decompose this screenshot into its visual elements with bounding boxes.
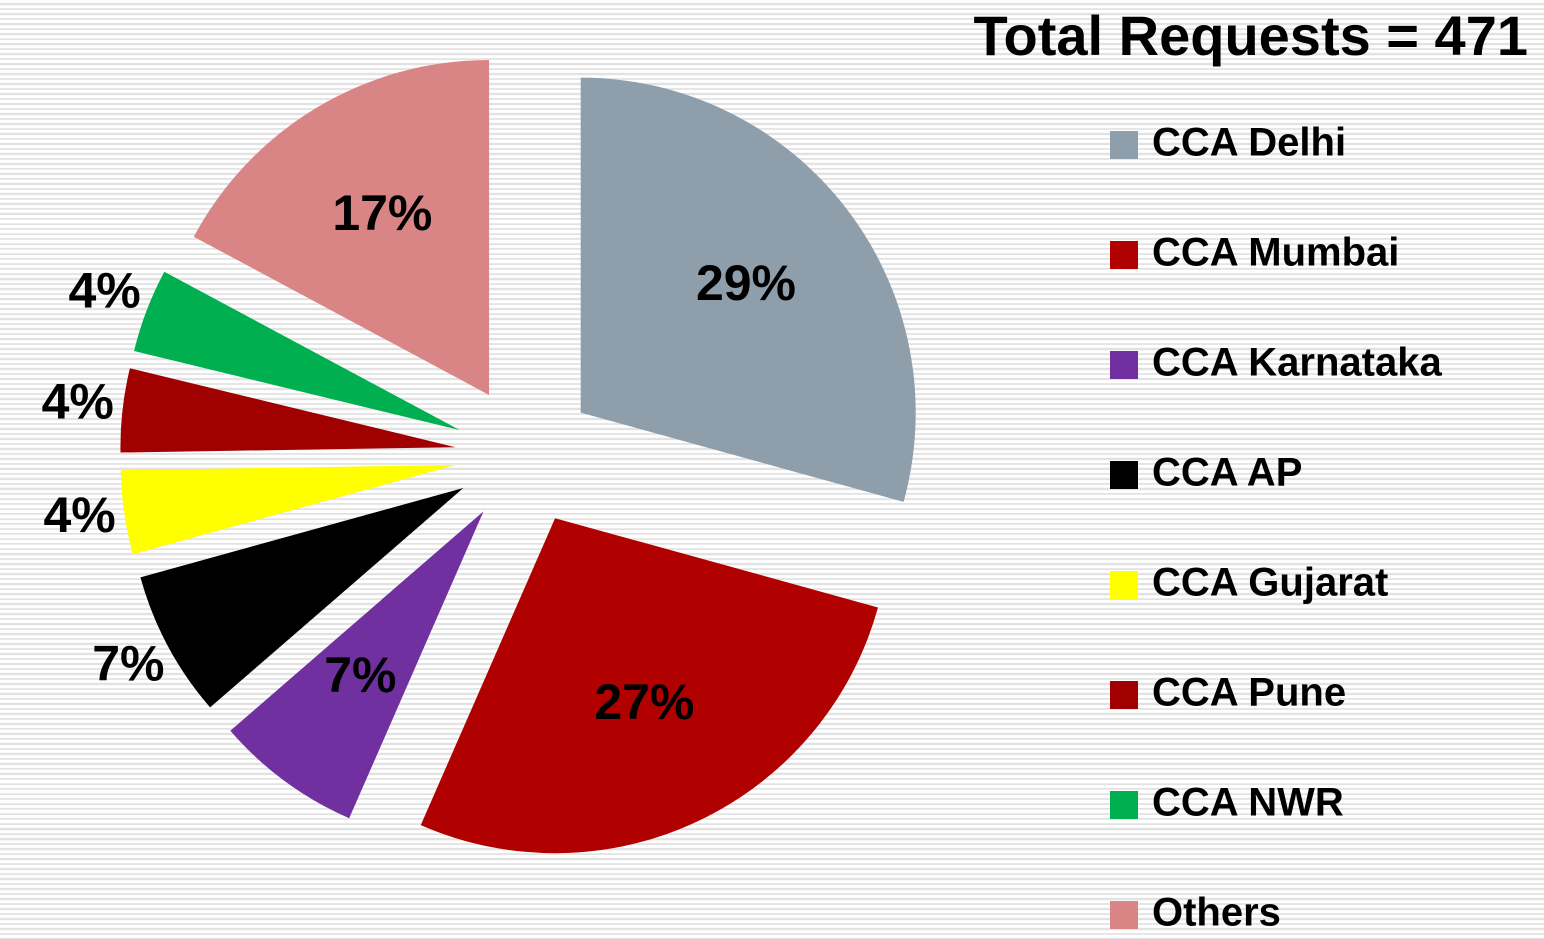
legend-swatch [1110, 131, 1138, 159]
data-label: 17% [332, 185, 432, 241]
legend-label: CCA Mumbai [1152, 231, 1399, 275]
legend-swatch [1110, 241, 1138, 269]
data-label: 29% [696, 255, 796, 311]
pie-slice [120, 464, 456, 555]
data-label: 7% [324, 647, 396, 703]
legend-swatch [1110, 351, 1138, 379]
chart-title: Total Requests = 471 [973, 4, 1528, 67]
data-label: 4% [69, 263, 141, 319]
legend-swatch [1110, 571, 1138, 599]
legend-label: CCA Pune [1152, 671, 1346, 715]
pie-slice [193, 59, 490, 395]
data-label: 7% [92, 636, 164, 692]
pie-slice [120, 368, 456, 453]
legend-label: CCA NWR [1152, 781, 1344, 825]
pie-slice [580, 77, 916, 502]
legend-swatch [1110, 461, 1138, 489]
legend-label: Others [1152, 891, 1281, 935]
legend-label: CCA AP [1152, 451, 1302, 495]
legend-label: CCA Gujarat [1152, 561, 1388, 605]
legend-swatch [1110, 791, 1138, 819]
legend-label: CCA Delhi [1152, 121, 1346, 165]
legend-label: CCA Karnataka [1152, 341, 1442, 385]
data-label: 4% [42, 373, 114, 429]
pie-slice [230, 511, 484, 819]
data-label: 4% [43, 487, 115, 543]
pie-slice [134, 271, 460, 431]
pie-slice [140, 488, 464, 708]
legend-swatch [1110, 681, 1138, 709]
pie-slice [420, 518, 878, 854]
data-label: 27% [594, 674, 694, 730]
legend-swatch [1110, 901, 1138, 929]
